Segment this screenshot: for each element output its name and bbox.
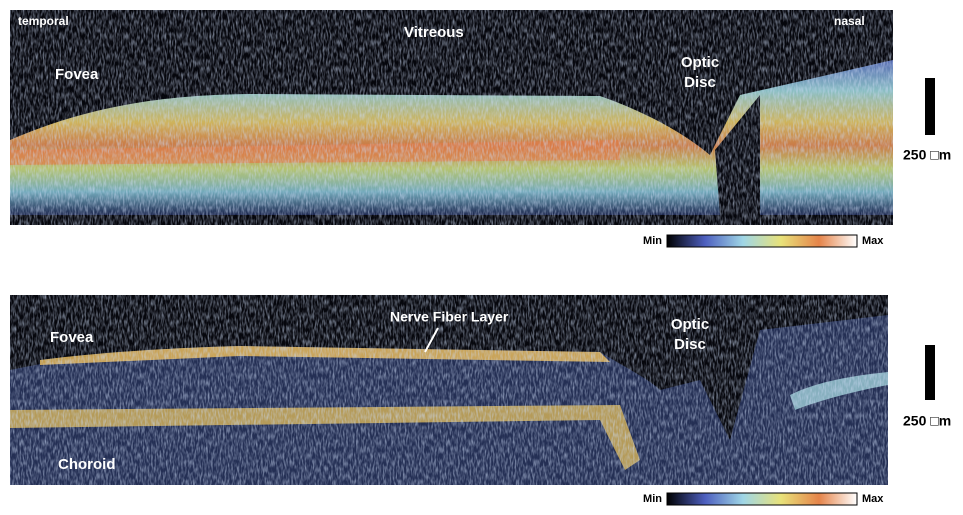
scale-bar: [925, 345, 935, 400]
label: Optic: [681, 54, 719, 71]
label: Fovea: [55, 66, 99, 83]
label: Choroid: [58, 456, 116, 473]
colorbar-min: Min: [643, 493, 662, 505]
speckle: [10, 10, 893, 225]
label: Fovea: [50, 329, 94, 346]
colorbar: [667, 235, 857, 247]
scale-label: 250 □m: [903, 413, 951, 429]
label: Disc: [684, 74, 716, 91]
label: Optic: [671, 316, 709, 333]
figure: temporal Vitreous nasal Fovea Optic Disc…: [0, 0, 963, 510]
scale-label: 250 □m: [903, 147, 951, 163]
colorbar: [667, 493, 857, 505]
top-panel: temporal Vitreous nasal Fovea Optic Disc…: [10, 10, 951, 247]
bottom-panel: Fovea Nerve Fiber Layer Optic Disc Choro…: [10, 295, 951, 505]
colorbar-max: Max: [862, 493, 884, 505]
label: Disc: [674, 336, 706, 353]
colorbar-max: Max: [862, 235, 884, 247]
label: Vitreous: [404, 24, 464, 41]
label: temporal: [18, 14, 69, 28]
scale-bar: [925, 78, 935, 135]
label: Nerve Fiber Layer: [390, 309, 509, 325]
colorbar-min: Min: [643, 235, 662, 247]
label: nasal: [834, 14, 865, 28]
